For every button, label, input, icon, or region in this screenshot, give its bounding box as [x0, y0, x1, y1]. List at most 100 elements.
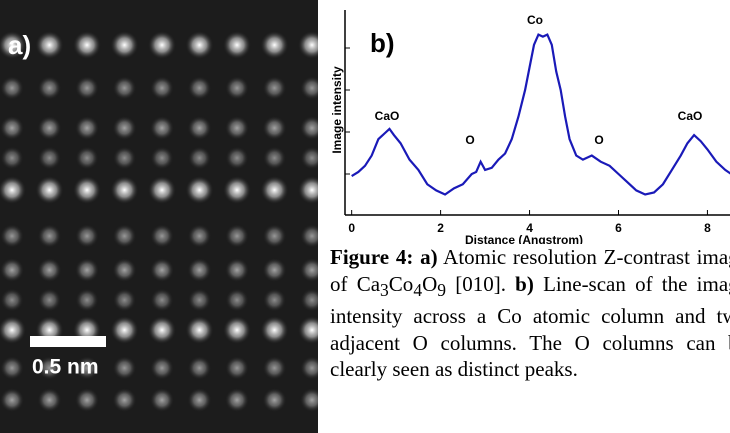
atom-column: [260, 176, 289, 204]
atom-column: [0, 258, 24, 282]
atom-column: [75, 224, 99, 248]
atom-column: [112, 76, 137, 100]
atom-column: [148, 176, 176, 204]
caption: Figure 4: a) Atomic resolution Z-contras…: [330, 244, 730, 433]
x-tick-label: 2: [437, 221, 444, 235]
atom-column: [0, 316, 26, 344]
atom-column: [262, 116, 287, 140]
atom-column: [150, 76, 174, 100]
atom-column: [300, 388, 318, 412]
atom-column: [112, 388, 137, 412]
atom-column: [298, 316, 318, 344]
atom-column: [185, 31, 214, 59]
atom-column: [300, 76, 318, 100]
atom-column: [262, 356, 287, 380]
atom-column: [187, 388, 212, 412]
text: Line-scan of the image intensity across …: [330, 271, 730, 382]
atom-column: [73, 176, 101, 204]
text: Co: [388, 271, 414, 296]
atom-column: [225, 116, 249, 140]
atom-column: [112, 224, 137, 248]
atom-column: [75, 288, 99, 312]
sub: 4: [413, 279, 423, 300]
atom-column: [300, 288, 318, 312]
atom-column: [37, 258, 62, 282]
atom-column: [150, 116, 174, 140]
text: Atomic resolution Z-contrast image of Ca: [330, 245, 730, 296]
x-axis-label: Distance (Angstrom): [465, 233, 583, 244]
atom-column: [75, 258, 99, 282]
atom-column: [75, 388, 99, 412]
micrograph: a) 0.5 nm: [0, 0, 318, 433]
atom-column: [0, 356, 24, 380]
part-a: a): [420, 245, 438, 269]
x-tick-label: 4: [526, 221, 533, 235]
atom-column: [113, 146, 136, 170]
line-series: [351, 33, 730, 196]
atom-column: [0, 388, 24, 412]
atom-column: [148, 31, 176, 59]
atom-column: [298, 31, 318, 59]
y-axis-label: Image intensity: [330, 66, 344, 154]
atom-column: [260, 31, 289, 59]
atom-column: [223, 176, 251, 204]
atom-column: [262, 258, 287, 282]
atom-column: [0, 224, 24, 248]
atom-column: [0, 176, 26, 204]
atom-column: [150, 146, 174, 170]
x-tick-label: 8: [704, 221, 711, 235]
atom-column: [0, 76, 24, 100]
part-b: b): [515, 271, 534, 296]
atom-column: [187, 116, 212, 140]
atom-column: [112, 116, 137, 140]
atom-column: [300, 146, 318, 170]
atom-column: [150, 356, 174, 380]
atom-column: [187, 258, 212, 282]
atom-column: [73, 31, 101, 59]
atom-column: [300, 356, 318, 380]
atom-column: [187, 224, 212, 248]
atom-column: [300, 258, 318, 282]
atom-column: [37, 388, 62, 412]
atom-column: [112, 258, 137, 282]
atom-column: [113, 288, 136, 312]
atom-column: [0, 288, 24, 312]
annotation: O: [465, 133, 474, 147]
atom-column: [110, 316, 139, 344]
atom-column: [300, 224, 318, 248]
atom-column: [75, 116, 99, 140]
scale-bar: [30, 336, 106, 347]
scale-bar-label: 0.5 nm: [32, 356, 99, 379]
atom-column: [263, 146, 286, 170]
atom-column: [223, 316, 251, 344]
annotation: Co: [527, 13, 543, 27]
atom-column: [0, 116, 24, 140]
atom-column: [298, 176, 318, 204]
atom-column: [150, 224, 174, 248]
atom-column: [263, 288, 286, 312]
atom-column: [37, 356, 62, 380]
atom-column: [38, 288, 61, 312]
atom-column: [37, 116, 62, 140]
annotation: O: [594, 133, 603, 147]
chart: b) Image intensity Distance (Angstrom) 0…: [330, 10, 730, 244]
atom-column: [225, 258, 249, 282]
annotation: CaO: [678, 109, 703, 123]
atom-column: [300, 116, 318, 140]
sub: 3: [380, 279, 389, 300]
atom-column: [148, 316, 176, 344]
atom-column: [185, 176, 214, 204]
atom-column: [150, 388, 174, 412]
atom-column: [38, 146, 61, 170]
atom-column: [150, 288, 174, 312]
atom-column: [225, 224, 249, 248]
atom-column: [75, 76, 99, 100]
atom-column: [225, 356, 249, 380]
atom-column: [187, 356, 212, 380]
atom-column: [188, 146, 211, 170]
sub: 9: [437, 279, 446, 300]
atom-column: [262, 76, 287, 100]
atom-column: [225, 388, 249, 412]
panel-label: b): [370, 28, 395, 58]
x-tick-label: 6: [615, 221, 622, 235]
